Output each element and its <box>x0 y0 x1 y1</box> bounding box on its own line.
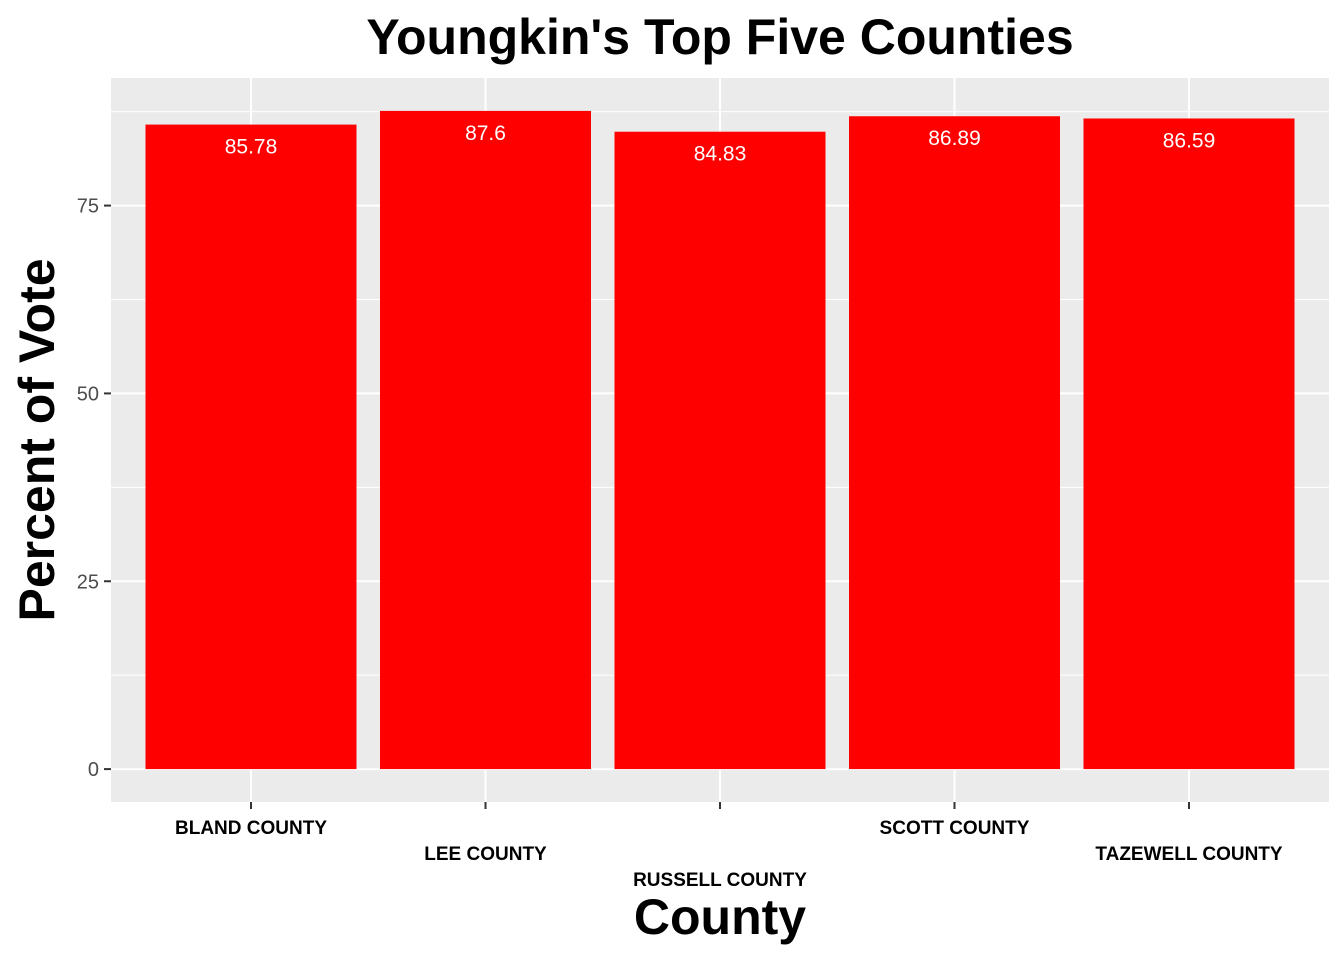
y-tick-label: 25 <box>77 571 99 593</box>
bar <box>849 116 1060 769</box>
bar <box>146 125 357 770</box>
y-axis: 0 25 50 75 <box>77 196 111 782</box>
y-tick-label: 50 <box>77 383 99 405</box>
data-label: 87.6 <box>465 122 506 145</box>
x-tick-label: LEE COUNTY <box>424 844 547 865</box>
chart-title: Youngkin's Top Five Counties <box>366 9 1073 65</box>
data-label: 86.89 <box>928 127 981 150</box>
y-tick-label: 0 <box>88 759 99 781</box>
bars <box>146 111 1295 769</box>
bar <box>615 132 826 769</box>
x-tick-label: TAZEWELL COUNTY <box>1095 844 1282 865</box>
x-tick-label: RUSSELL COUNTY <box>633 870 807 891</box>
bar <box>1084 118 1295 769</box>
y-tick-label: 75 <box>77 196 99 218</box>
data-label: 85.78 <box>225 136 278 159</box>
y-axis-title: Percent of Vote <box>9 258 65 621</box>
bar <box>380 111 591 769</box>
x-axis: BLAND COUNTY LEE COUNTY RUSSELL COUNTY SCOT… <box>175 802 1283 891</box>
data-label: 84.83 <box>694 143 747 166</box>
x-tick-label: BLAND COUNTY <box>175 818 327 839</box>
x-tick-label: SCOTT COUNTY <box>880 818 1030 839</box>
data-label: 86.59 <box>1163 129 1216 152</box>
x-axis-title: County <box>634 889 806 945</box>
